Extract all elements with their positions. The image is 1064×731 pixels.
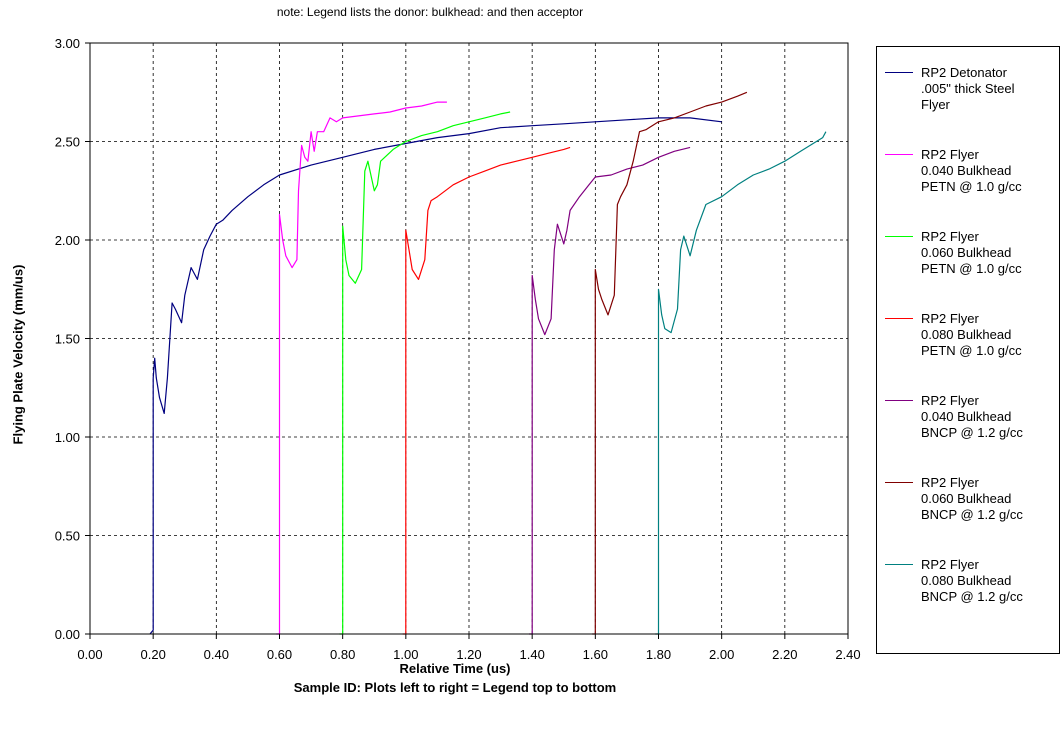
y-axis-label: Flying Plate Velocity (mm/us) [10,264,26,445]
legend-label-6: RP2 Flyer 0.060 Bulkhead BNCP @ 1.2 g/cc [921,475,1023,522]
y-tick-label: 2.50 [55,135,80,150]
series-line-3 [339,111,511,635]
legend-label-5: RP2 Flyer 0.040 Bulkhead BNCP @ 1.2 g/cc [921,393,1023,440]
legend-swatch-5 [885,400,913,401]
x-axis-label: Relative Time (us) [399,661,511,676]
x-tick-label: 0.00 [77,647,102,662]
plot-area-frame [89,42,849,635]
series-line-6 [592,91,748,635]
y-tick-label: 0.50 [55,529,80,544]
series-line-5 [529,146,691,635]
y-tick-label: 0.00 [55,627,80,642]
gridlines [85,42,849,639]
x-tick-label: 1.40 [520,647,545,662]
x-tick-label: 2.00 [709,647,734,662]
legend-label-3: RP2 Flyer 0.060 Bulkhead PETN @ 1.0 g/cc [921,229,1022,276]
series-lines [149,91,827,635]
x-tick-label: 1.80 [646,647,671,662]
y-tick-label: 1.00 [55,430,80,445]
tick-labels: 0.00 0.20 0.40 0.60 0.80 1.00 1.20 1.40 1.60 1.80… [55,36,861,662]
x-tick-label: 1.20 [456,647,481,662]
legend-swatch-2 [885,154,913,155]
x-axis-sublabel: Sample ID: Plots left to right = Legend … [293,680,617,695]
legend-swatch-6 [885,482,913,483]
x-tick-label: 0.20 [141,647,166,662]
x-tick-label: 1.00 [393,647,418,662]
y-tick-label: 2.00 [55,233,80,248]
legend-swatch-3 [885,236,913,237]
legend-swatch-4 [885,318,913,319]
y-tick-label: 1.50 [55,332,80,347]
x-tick-label: 2.20 [772,647,797,662]
x-tick-label: 2.40 [835,647,860,662]
legend-label-4: RP2 Flyer 0.080 Bulkhead PETN @ 1.0 g/cc [921,311,1022,358]
series-line-1 [149,117,722,635]
x-tick-label: 0.60 [267,647,292,662]
x-tick-label: 0.80 [330,647,355,662]
legend: RP2 Detonator .005" thick Steel Flyer RP… [876,46,1060,654]
legend-swatch-7 [885,564,913,565]
legend-swatch-1 [885,72,913,73]
series-line-4 [402,146,571,635]
chart-note: note: Legend lists the donor: bulkhead: … [276,5,584,19]
legend-label-2: RP2 Flyer 0.040 Bulkhead PETN @ 1.0 g/cc [921,147,1022,194]
legend-label-1: RP2 Detonator .005" thick Steel Flyer [921,65,1015,112]
y-tick-label: 3.00 [55,36,80,51]
series-line-7 [655,131,827,635]
x-tick-label: 0.40 [204,647,229,662]
legend-label-7: RP2 Flyer 0.080 Bulkhead BNCP @ 1.2 g/cc [921,557,1023,604]
series-line-2 [276,101,447,635]
x-tick-label: 1.60 [583,647,608,662]
